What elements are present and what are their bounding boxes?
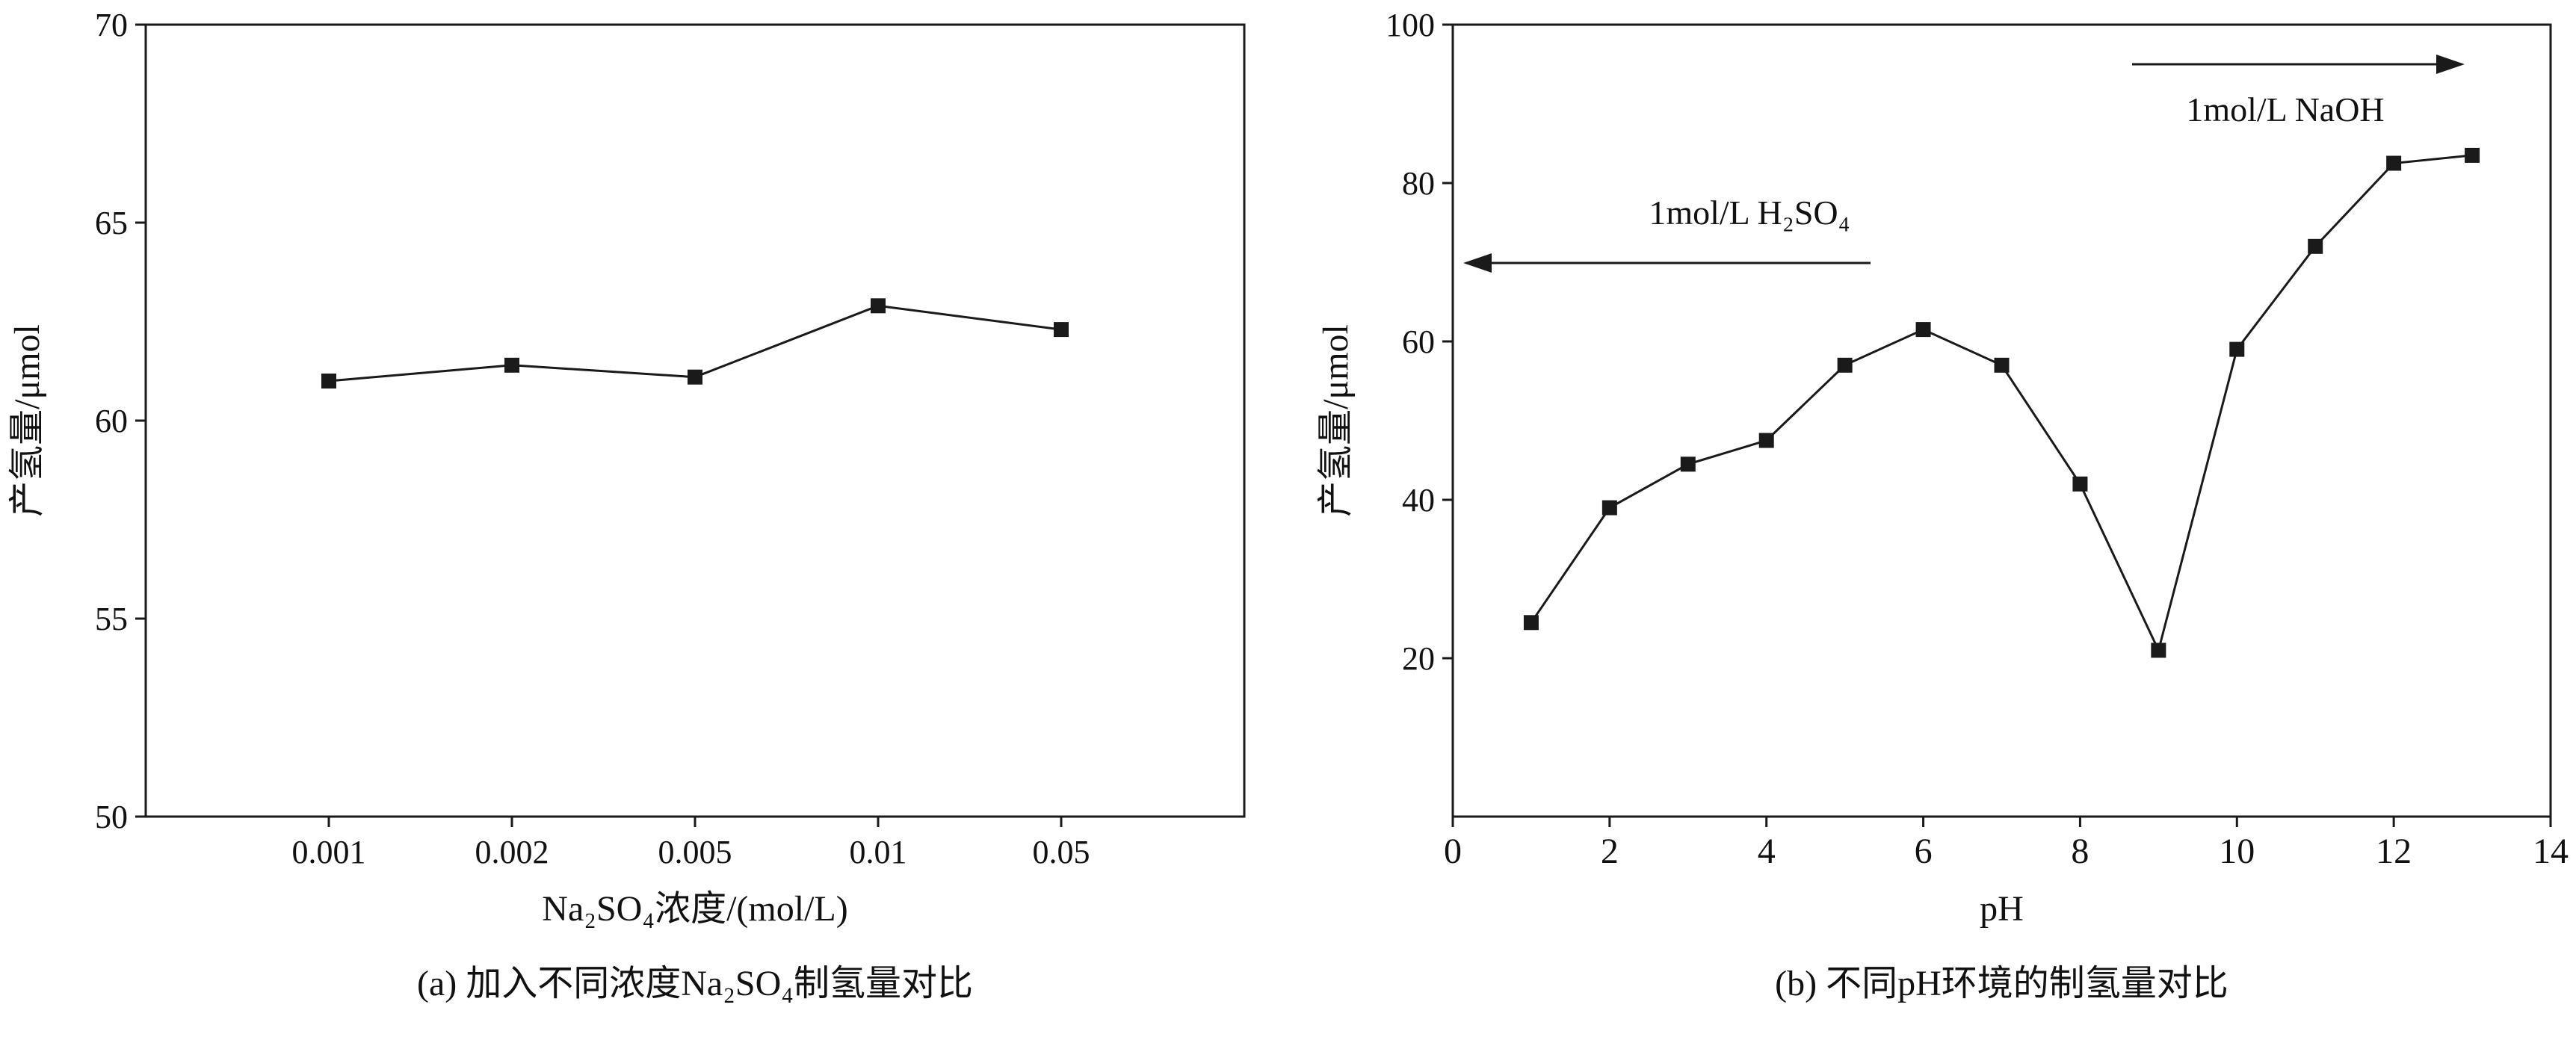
y-tick-label: 60 <box>1402 324 1435 360</box>
data-point-marker <box>2229 341 2245 357</box>
data-point-marker <box>1680 456 1696 472</box>
x-tick-label: 10 <box>2219 832 2255 871</box>
y-tick-label: 20 <box>1402 640 1435 677</box>
plot-frame <box>1451 23 2552 818</box>
x-axis-title: pH <box>1980 889 2024 929</box>
x-tick-label: 0.002 <box>475 834 549 870</box>
y-tick-label: 100 <box>1386 7 1435 43</box>
x-tick-label: 12 <box>2376 832 2412 871</box>
x-tick-label: 2 <box>1601 832 1619 871</box>
x-tick-label: 0.05 <box>1033 834 1090 870</box>
x-tick-label: 0.005 <box>658 834 732 870</box>
data-point-marker <box>1054 322 1069 338</box>
data-point-marker <box>321 374 336 389</box>
data-point-marker <box>688 369 702 385</box>
annotation-text: 1mol/L NaOH <box>2186 90 2384 129</box>
caption: (b) 不同pH环境的制氢量对比 <box>1775 964 2228 1003</box>
y-tick-label: 40 <box>1402 482 1435 518</box>
data-point-marker <box>1837 357 1853 373</box>
x-tick-label: 6 <box>1915 832 1933 871</box>
y-axis-title: 产氢量/μmol <box>7 324 47 517</box>
x-tick-label: 0 <box>1444 832 1462 871</box>
y-axis-title: 产氢量/μmol <box>1316 324 1356 517</box>
x-tick-label: 0.01 <box>850 834 907 870</box>
data-point-marker <box>871 298 886 314</box>
x-tick-label: 14 <box>2533 832 2569 871</box>
chart-a: 50 55 60 65 70 0.001 0.002 0.005 0.01 0.05 Na₂SO₄浓… <box>7 7 1246 1003</box>
y-tick-label: 50 <box>95 799 128 835</box>
y-tick-label: 80 <box>1402 165 1435 202</box>
data-point-marker <box>2072 476 2088 492</box>
y-tick-label: 70 <box>95 7 128 43</box>
chart-a-panel: 50 55 60 65 70 0.001 0.002 0.005 0.01 0.05 Na₂SO₄浓… <box>7 7 1246 1003</box>
caption: (a) 加入不同浓度Na₂SO₄制氢量对比 <box>417 964 973 1003</box>
annotation-arrow-head <box>1463 253 1492 273</box>
y-tick-label: 55 <box>95 601 128 637</box>
plot-frame <box>144 23 1246 818</box>
y-tick-label: 60 <box>95 403 128 439</box>
data-point-marker <box>2465 147 2480 163</box>
data-point-marker <box>1994 357 2010 373</box>
chart-b-panel: 20 40 60 80 100 0 2 4 6 8 10 12 14 pH 产氢量/μmol (b) 不同pH… <box>1288 0 2575 1037</box>
data-point-marker <box>504 357 519 373</box>
data-point-marker <box>2308 238 2323 254</box>
x-axis-title: Na₂SO₄浓度/(mol/L) <box>542 889 847 929</box>
data-point-marker <box>2386 155 2402 171</box>
annotation-text: 1mol/L H₂SO₄ <box>1649 194 1850 232</box>
data-point-marker <box>1601 500 1617 516</box>
x-tick-label: 8 <box>2071 832 2089 871</box>
data-point-marker <box>2151 643 2166 658</box>
x-tick-label: 0.001 <box>292 834 366 870</box>
data-point-marker <box>1523 615 1539 631</box>
annotation-arrow-head <box>2436 55 2465 74</box>
chart-b: 20 40 60 80 100 0 2 4 6 8 10 12 14 pH 产氢量/μmol (b) 不同pH… <box>1316 7 2569 1003</box>
data-point-marker <box>1915 322 1931 338</box>
data-point-marker <box>1758 433 1774 448</box>
y-tick-label: 65 <box>95 205 128 241</box>
x-tick-label: 4 <box>1758 832 1776 871</box>
